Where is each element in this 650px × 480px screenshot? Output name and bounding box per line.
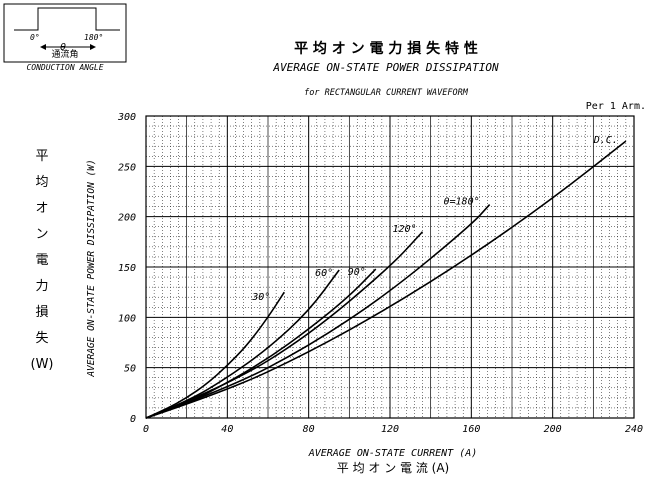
- y-axis-label-jp-char: オ: [35, 201, 48, 216]
- major-grid: [146, 116, 634, 418]
- x-tick-label: 240: [625, 424, 643, 435]
- x-tick-labels: 0 40 80 120 160 200 240: [143, 424, 643, 435]
- inset-en-label: CONDUCTION ANGLE: [26, 63, 103, 72]
- series-line-2: [145, 268, 377, 419]
- plot-frame: [145, 115, 635, 419]
- inset-deg180-label: 180°: [84, 33, 103, 42]
- series-label-0: 30°: [251, 292, 270, 303]
- chart-title-jp: 平 均 オ ン 電 力 損 失 特 性: [294, 40, 478, 57]
- inset-frame: [3, 3, 127, 63]
- x-tick-label: 160: [462, 424, 480, 435]
- rectangular-waveform-icon: [14, 7, 120, 31]
- conduction-angle-inset: 0° 180° θ 通流角 CONDUCTION ANGLE: [3, 3, 127, 72]
- y-tick-label: 0: [130, 414, 136, 425]
- y-axis-label-jp-char: 失: [35, 331, 48, 346]
- inset-jp-label: 通流角: [51, 48, 78, 60]
- x-axis-label: AVERAGE ON-STATE CURRENT (A): [308, 448, 478, 459]
- y-tick-label: 300: [117, 112, 136, 123]
- series-line-1: [145, 269, 340, 419]
- y-tick-label: 150: [118, 263, 136, 274]
- x-tick-label: 200: [544, 424, 562, 435]
- x-tick-label: 80: [303, 424, 315, 435]
- y-axis-label-jp-char: 均: [35, 175, 48, 190]
- y-axis-label-jp-char: 平: [35, 149, 48, 164]
- x-tick-label: 0: [143, 424, 149, 435]
- inset-theta-symbol: θ: [60, 42, 66, 53]
- x-tick-label: 120: [381, 424, 399, 435]
- y-axis-label-jp-char: 力: [35, 279, 48, 294]
- y-axis-label-jp-char: ン: [35, 227, 48, 242]
- y-tick-labels: 0 50 100 150 200 250 300: [117, 112, 136, 425]
- series-lines: [145, 140, 627, 419]
- y-tick-label: 200: [118, 213, 136, 224]
- series-line-3: [145, 231, 424, 419]
- inset-deg0-label: 0°: [30, 33, 40, 42]
- per-arm-note: Per 1 Arm.: [586, 101, 646, 112]
- theta-arrow-left-icon: [40, 44, 46, 50]
- y-axis-label-jp-char: 損: [35, 305, 48, 320]
- series-labels: 30° 60° 90° 120° θ=180° D.C.: [251, 135, 618, 303]
- chart-subtitle: for RECTANGULAR CURRENT WAVEFORM: [304, 88, 469, 98]
- y-axis-label-jp-char: 電: [35, 253, 48, 268]
- x-tick-label: 40: [221, 424, 233, 435]
- series-line-0: [145, 291, 285, 419]
- series-label-4: θ=180°: [444, 197, 480, 208]
- y-axis-label: AVERAGE ON-STATE POWER DISSIPATION (W): [86, 159, 97, 377]
- y-axis-label-jp-char: (W): [31, 357, 54, 372]
- chart-title: AVERAGE ON-STATE POWER DISSIPATION: [272, 61, 499, 74]
- series-label-3: 120°: [392, 224, 416, 235]
- series-label-2: 90°: [348, 267, 366, 278]
- y-tick-label: 250: [118, 162, 136, 173]
- series-line-4: [145, 204, 491, 419]
- theta-arrow-right-icon: [90, 44, 96, 50]
- y-tick-label: 100: [118, 313, 136, 324]
- y-tick-label: 50: [124, 364, 136, 375]
- series-line-5: [145, 140, 627, 419]
- series-label-5: D.C.: [593, 135, 618, 146]
- x-axis-label-jp: 平 均 オ ン 電 流 (A): [337, 461, 449, 475]
- series-label-1: 60°: [315, 268, 333, 279]
